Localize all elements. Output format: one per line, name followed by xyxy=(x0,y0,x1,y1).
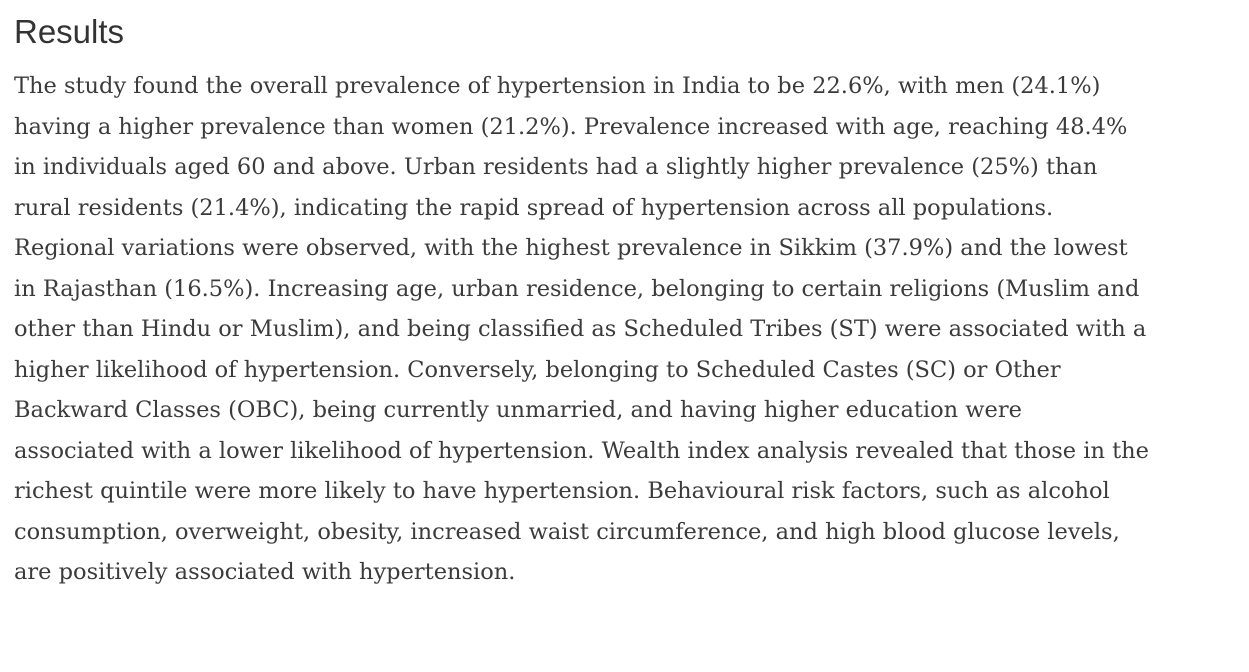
results-paragraph: The study found the overall prevalence o… xyxy=(14,73,1149,585)
section-heading: Results xyxy=(14,13,125,50)
